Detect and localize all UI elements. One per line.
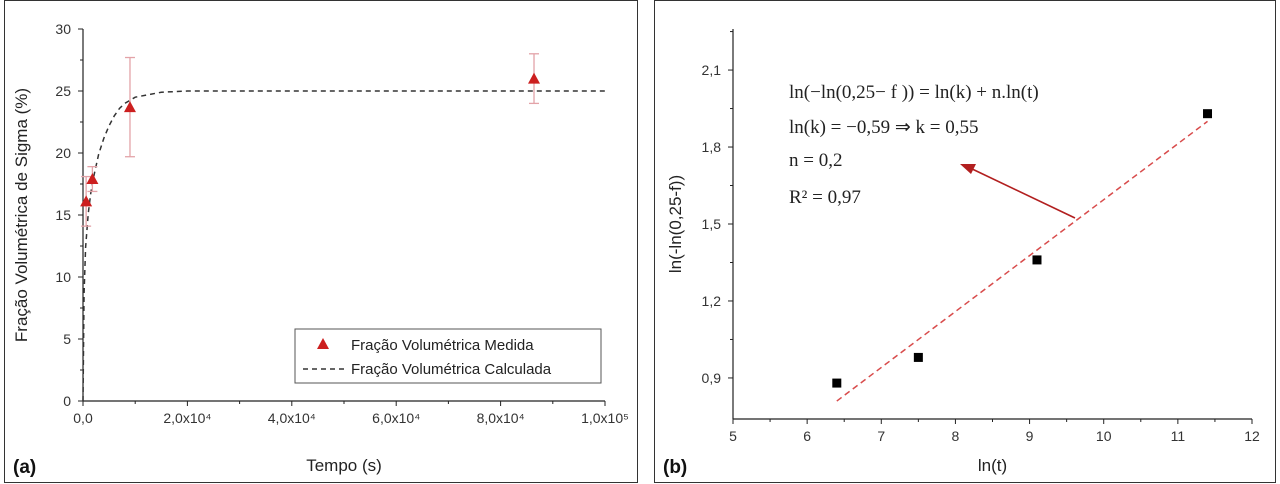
x-tick-label: 1,0x10⁵ [581, 410, 629, 426]
equation-line-2: ln(k) = −0,59 ⇒ k = 0,55 [789, 117, 979, 138]
data-point-medida [80, 195, 93, 207]
legend-marker-medida [317, 338, 329, 349]
annotation-arrow-line [967, 166, 1076, 219]
legend-label-calculada: Fração Volumétrica Calculada [351, 361, 552, 378]
equation-line-4: R² = 0,97 [789, 187, 861, 208]
y-tick-label: 2,1 [702, 62, 722, 78]
data-point-medida [123, 101, 136, 113]
y-tick-label: 10 [55, 269, 71, 285]
x-tick-label: 0,0 [73, 410, 93, 426]
x-tick-label: 5 [729, 428, 737, 444]
fit-curve-calculada [82, 90, 605, 402]
x-tick-label: 9 [1026, 428, 1034, 444]
x-axis-title: Tempo (s) [306, 456, 382, 475]
data-point-medida [86, 173, 99, 185]
panel-a: 0,0 2,0x10⁴ 4,0x10⁴ 6,0x10⁴ 8,0x10⁴ 1,0x10⁵ 0 5… [4, 0, 638, 483]
y-tick-label: 25 [55, 83, 71, 99]
chart-b: 5 6 7 8 9 10 11 12 0,9 1,2 1,5 1,8 2,1 ln(t) ln(-ln(0,… [663, 29, 1260, 478]
x-tick-label: 6,0x10⁴ [372, 410, 420, 426]
x-tick-label: 7 [877, 428, 885, 444]
legend-label-medida: Fração Volumétrica Medida [351, 337, 534, 354]
x-tick-label: 12 [1244, 428, 1260, 444]
panel-label: (b) [663, 457, 687, 478]
x-axis-title: ln(t) [978, 456, 1007, 475]
y-tick-label: 1,5 [702, 216, 722, 232]
y-tick-label: 1,2 [702, 293, 722, 309]
y-tick-label: 20 [55, 145, 71, 161]
x-tick-label: 6 [803, 428, 811, 444]
y-axis-title: ln(-ln(0,25-f)) [666, 175, 685, 273]
equation-line-1: ln(−ln(0,25− f )) = ln(k) + n.ln(t) [789, 82, 1039, 103]
y-tick-label: 0,9 [702, 370, 722, 386]
y-axis-title: Fração Volumétrica de Sigma (%) [12, 88, 31, 342]
y-tick-label: 5 [63, 331, 71, 347]
annotation-arrow-head [960, 164, 976, 174]
data-point [1032, 255, 1042, 265]
chart-a: 0,0 2,0x10⁴ 4,0x10⁴ 6,0x10⁴ 8,0x10⁴ 1,0x10⁵ 0 5… [12, 21, 629, 478]
x-tick-label: 8 [952, 428, 960, 444]
y-tick-label: 0 [63, 393, 71, 409]
legend-box [294, 328, 602, 384]
y-tick-label: 15 [55, 207, 71, 223]
fit-line [836, 120, 1208, 402]
data-point [913, 352, 923, 362]
x-tick-label: 2,0x10⁴ [163, 410, 211, 426]
y-tick-label: 30 [55, 21, 71, 37]
x-tick-label: 4,0x10⁴ [268, 410, 316, 426]
x-tick-label: 8,0x10⁴ [477, 410, 525, 426]
panel-b: 5 6 7 8 9 10 11 12 0,9 1,2 1,5 1,8 2,1 ln(t) ln(-ln(0,… [654, 0, 1276, 483]
data-point [832, 378, 842, 388]
data-point-medida [528, 72, 541, 84]
y-tick-label: 1,8 [702, 139, 722, 155]
data-point [1203, 109, 1213, 119]
equation-line-3: n = 0,2 [789, 150, 842, 171]
x-tick-label: 10 [1096, 428, 1112, 444]
panel-label: (a) [13, 457, 36, 478]
x-tick-label: 11 [1171, 428, 1186, 444]
